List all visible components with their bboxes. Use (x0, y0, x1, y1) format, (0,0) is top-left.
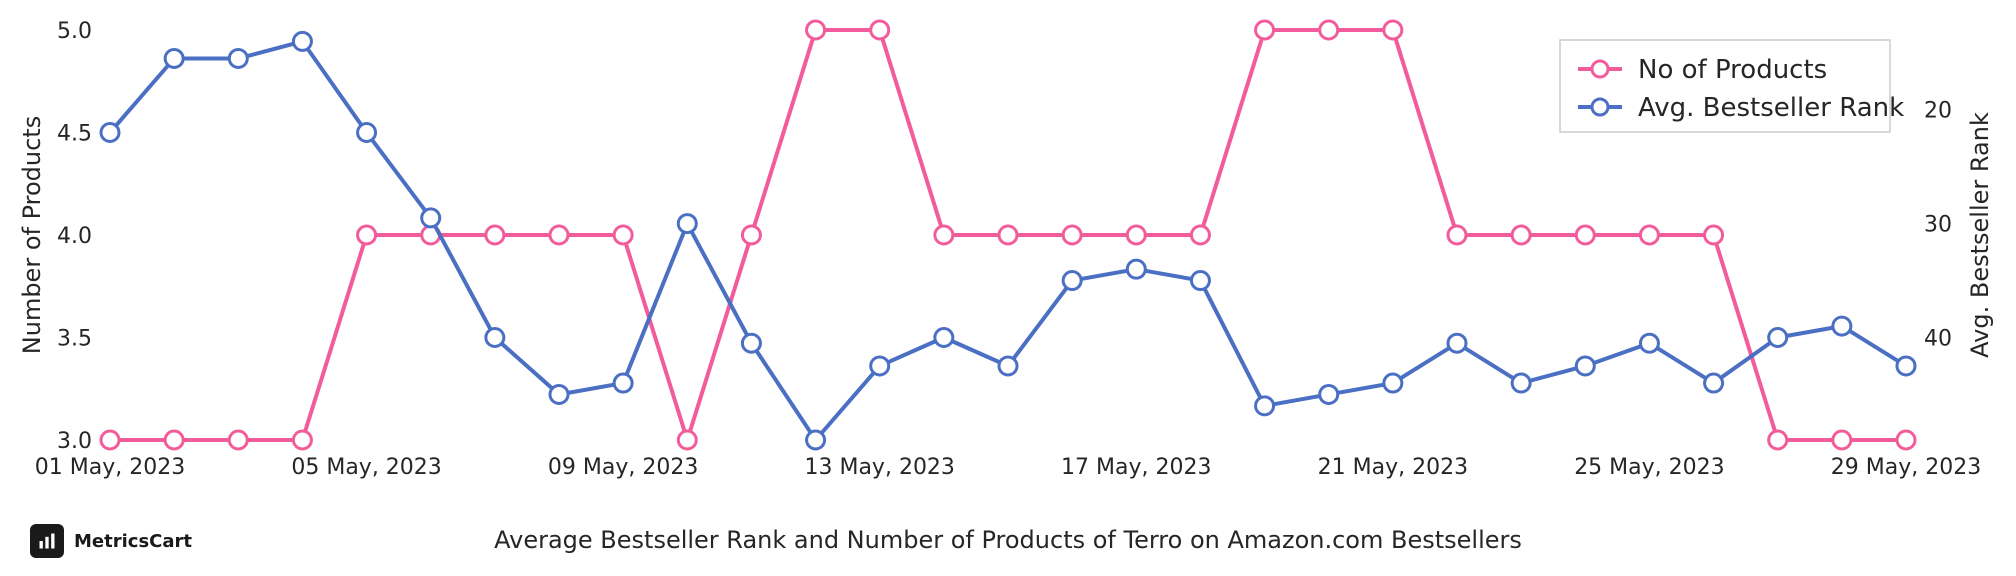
y-left-tick-label: 5.0 (57, 19, 92, 44)
series-marker (1256, 397, 1274, 415)
series-marker (1256, 21, 1274, 39)
series-marker (807, 21, 825, 39)
y-right-tick-label: 20 (1924, 99, 1952, 124)
series-marker (358, 124, 376, 142)
series-marker (1576, 357, 1594, 375)
series-marker (999, 357, 1017, 375)
series-marker (871, 21, 889, 39)
series-marker (550, 226, 568, 244)
x-tick-label: 05 May, 2023 (291, 455, 441, 480)
chart-caption: Average Bestseller Rank and Number of Pr… (494, 526, 1522, 554)
series-marker (1384, 21, 1402, 39)
y-right-tick-label: 40 (1924, 327, 1952, 352)
series-marker (1191, 272, 1209, 290)
brand-name: MetricsCart (74, 531, 192, 552)
x-tick-label: 21 May, 2023 (1318, 455, 1468, 480)
series-marker (229, 431, 247, 449)
x-tick-label: 29 May, 2023 (1831, 455, 1981, 480)
series-marker (614, 374, 632, 392)
y-left-tick-label: 3.0 (57, 429, 92, 454)
series-marker (293, 431, 311, 449)
series-marker (101, 124, 119, 142)
series-marker (1897, 431, 1915, 449)
y-right-axis-label: Avg. Bestseller Rank (1966, 112, 1994, 358)
series-marker (678, 431, 696, 449)
series-marker (1769, 329, 1787, 347)
y-right-tick-label: 30 (1924, 213, 1952, 238)
series-marker (614, 226, 632, 244)
series-marker (1640, 334, 1658, 352)
series-marker (165, 49, 183, 67)
series-marker (1576, 226, 1594, 244)
y-left-tick-label: 4.0 (57, 224, 92, 249)
series-marker (229, 49, 247, 67)
legend-swatch-marker (1592, 61, 1608, 77)
series-marker (486, 329, 504, 347)
series-marker (935, 226, 953, 244)
series-marker (101, 431, 119, 449)
x-tick-label: 25 May, 2023 (1574, 455, 1724, 480)
y-left-tick-label: 4.5 (57, 122, 92, 147)
footer: MetricsCart (30, 524, 192, 558)
series-marker (165, 431, 183, 449)
series-marker (1384, 374, 1402, 392)
x-tick-label: 17 May, 2023 (1061, 455, 1211, 480)
series-marker (742, 334, 760, 352)
legend-swatch-marker (1592, 99, 1608, 115)
series-marker (999, 226, 1017, 244)
series-marker (807, 431, 825, 449)
series-marker (1833, 317, 1851, 335)
series-marker (1512, 374, 1530, 392)
series-marker (1063, 272, 1081, 290)
series-marker (550, 385, 568, 403)
series-marker (871, 357, 889, 375)
legend-label: Avg. Bestseller Rank (1638, 93, 1904, 123)
dual-axis-line-chart: 3.0 3.5 4.0 4.5 5.0 Number of Products 20 30 40 A… (0, 0, 2016, 576)
series-marker (1512, 226, 1530, 244)
series-marker (742, 226, 760, 244)
series-marker (358, 226, 376, 244)
y-left-tick-label: 3.5 (57, 327, 92, 352)
series-marker (1320, 21, 1338, 39)
series-marker (1769, 431, 1787, 449)
series-marker (1897, 357, 1915, 375)
chart-container: 3.0 3.5 4.0 4.5 5.0 Number of Products 20 30 40 A… (0, 0, 2016, 576)
legend-label: No of Products (1638, 55, 1827, 85)
series-marker (1127, 260, 1145, 278)
series-marker (1191, 226, 1209, 244)
series-marker (1320, 385, 1338, 403)
series-marker (935, 329, 953, 347)
series-marker (1833, 431, 1851, 449)
series-marker (293, 32, 311, 50)
y-left-axis-label: Number of Products (18, 116, 46, 354)
series-marker (1640, 226, 1658, 244)
series-marker (1448, 334, 1466, 352)
x-tick-label: 09 May, 2023 (548, 455, 698, 480)
series-marker (1705, 226, 1723, 244)
series-marker (678, 215, 696, 233)
series-marker (1127, 226, 1145, 244)
x-tick-label: 13 May, 2023 (804, 455, 954, 480)
series-marker (1063, 226, 1081, 244)
series-marker (1705, 374, 1723, 392)
series-marker (486, 226, 504, 244)
x-tick-label: 01 May, 2023 (35, 455, 185, 480)
series-marker (422, 209, 440, 227)
brand-logo-icon (30, 524, 64, 558)
series-marker (1448, 226, 1466, 244)
